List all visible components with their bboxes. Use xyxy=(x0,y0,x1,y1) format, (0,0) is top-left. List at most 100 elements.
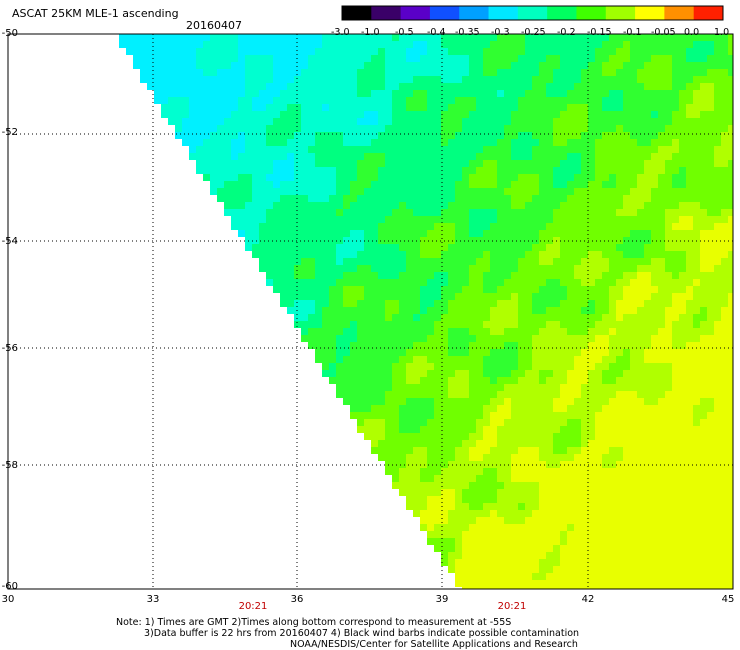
data-cell xyxy=(238,111,245,118)
data-cell xyxy=(546,440,553,447)
data-cell xyxy=(476,566,483,573)
data-cell xyxy=(273,223,280,230)
data-cell xyxy=(434,300,441,307)
data-cell xyxy=(490,314,497,321)
data-cell xyxy=(483,335,490,342)
data-cell xyxy=(616,524,623,531)
data-cell xyxy=(539,335,546,342)
data-cell xyxy=(399,174,406,181)
data-cell xyxy=(413,111,420,118)
data-cell xyxy=(560,286,567,293)
data-cell xyxy=(539,510,546,517)
data-cell xyxy=(322,272,329,279)
data-cell xyxy=(602,293,609,300)
data-cell xyxy=(448,160,455,167)
data-cell xyxy=(581,363,588,370)
data-cell xyxy=(651,293,658,300)
data-cell xyxy=(560,384,567,391)
data-cell xyxy=(406,223,413,230)
data-cell xyxy=(336,363,343,370)
data-cell xyxy=(294,202,301,209)
data-cell xyxy=(581,34,588,41)
data-cell xyxy=(567,531,574,538)
data-cell xyxy=(623,538,630,545)
data-cell xyxy=(574,153,581,160)
data-cell xyxy=(581,202,588,209)
data-cell xyxy=(315,125,322,132)
data-cell xyxy=(574,559,581,566)
data-cell xyxy=(476,90,483,97)
data-cell xyxy=(721,566,728,573)
data-cell xyxy=(553,566,560,573)
data-cell xyxy=(686,419,693,426)
data-cell xyxy=(462,258,469,265)
data-cell xyxy=(371,195,378,202)
data-cell xyxy=(616,356,623,363)
data-cell xyxy=(714,111,721,118)
data-cell xyxy=(427,482,434,489)
data-cell xyxy=(245,97,252,104)
data-cell xyxy=(539,314,546,321)
data-cell xyxy=(399,391,406,398)
data-cell xyxy=(728,426,733,433)
data-cell xyxy=(385,188,392,195)
data-cell xyxy=(462,419,469,426)
data-cell xyxy=(469,321,476,328)
data-cell xyxy=(644,517,651,524)
data-cell xyxy=(714,62,721,69)
data-cell xyxy=(532,69,539,76)
data-cell xyxy=(371,328,378,335)
data-cell xyxy=(665,34,672,41)
data-cell xyxy=(658,132,665,139)
data-cell xyxy=(231,97,238,104)
data-cell xyxy=(273,76,280,83)
data-cell xyxy=(280,48,287,55)
data-cell xyxy=(266,195,273,202)
data-cell xyxy=(455,209,462,216)
data-cell xyxy=(238,139,245,146)
data-cell xyxy=(224,90,231,97)
data-cell xyxy=(651,55,658,62)
data-cell xyxy=(728,125,733,132)
data-cell xyxy=(609,265,616,272)
data-cell xyxy=(693,447,700,454)
data-cell xyxy=(294,153,301,160)
data-cell xyxy=(602,76,609,83)
data-cell xyxy=(700,419,707,426)
data-cell xyxy=(714,538,721,545)
data-cell xyxy=(301,125,308,132)
data-cell xyxy=(721,482,728,489)
data-cell xyxy=(581,510,588,517)
data-cell xyxy=(462,146,469,153)
data-cell xyxy=(546,97,553,104)
data-cell xyxy=(602,510,609,517)
data-cell xyxy=(175,104,182,111)
data-cell xyxy=(525,545,532,552)
data-cell xyxy=(378,426,385,433)
data-cell xyxy=(154,55,161,62)
data-cell xyxy=(441,244,448,251)
data-cell xyxy=(714,55,721,62)
data-cell xyxy=(616,461,623,468)
data-cell xyxy=(630,279,637,286)
data-cell xyxy=(532,174,539,181)
data-cell xyxy=(679,433,686,440)
data-cell xyxy=(644,258,651,265)
data-cell xyxy=(462,566,469,573)
data-cell xyxy=(266,83,273,90)
data-cell xyxy=(616,454,623,461)
data-cell xyxy=(644,167,651,174)
data-cell xyxy=(469,41,476,48)
data-cell xyxy=(693,405,700,412)
data-cell xyxy=(700,412,707,419)
data-cell xyxy=(378,258,385,265)
data-cell xyxy=(637,307,644,314)
data-cell xyxy=(469,531,476,538)
data-cell xyxy=(511,125,518,132)
data-cell xyxy=(392,132,399,139)
data-cell xyxy=(637,69,644,76)
data-cell xyxy=(301,118,308,125)
data-cell xyxy=(329,216,336,223)
data-cell xyxy=(602,468,609,475)
data-cell xyxy=(658,300,665,307)
